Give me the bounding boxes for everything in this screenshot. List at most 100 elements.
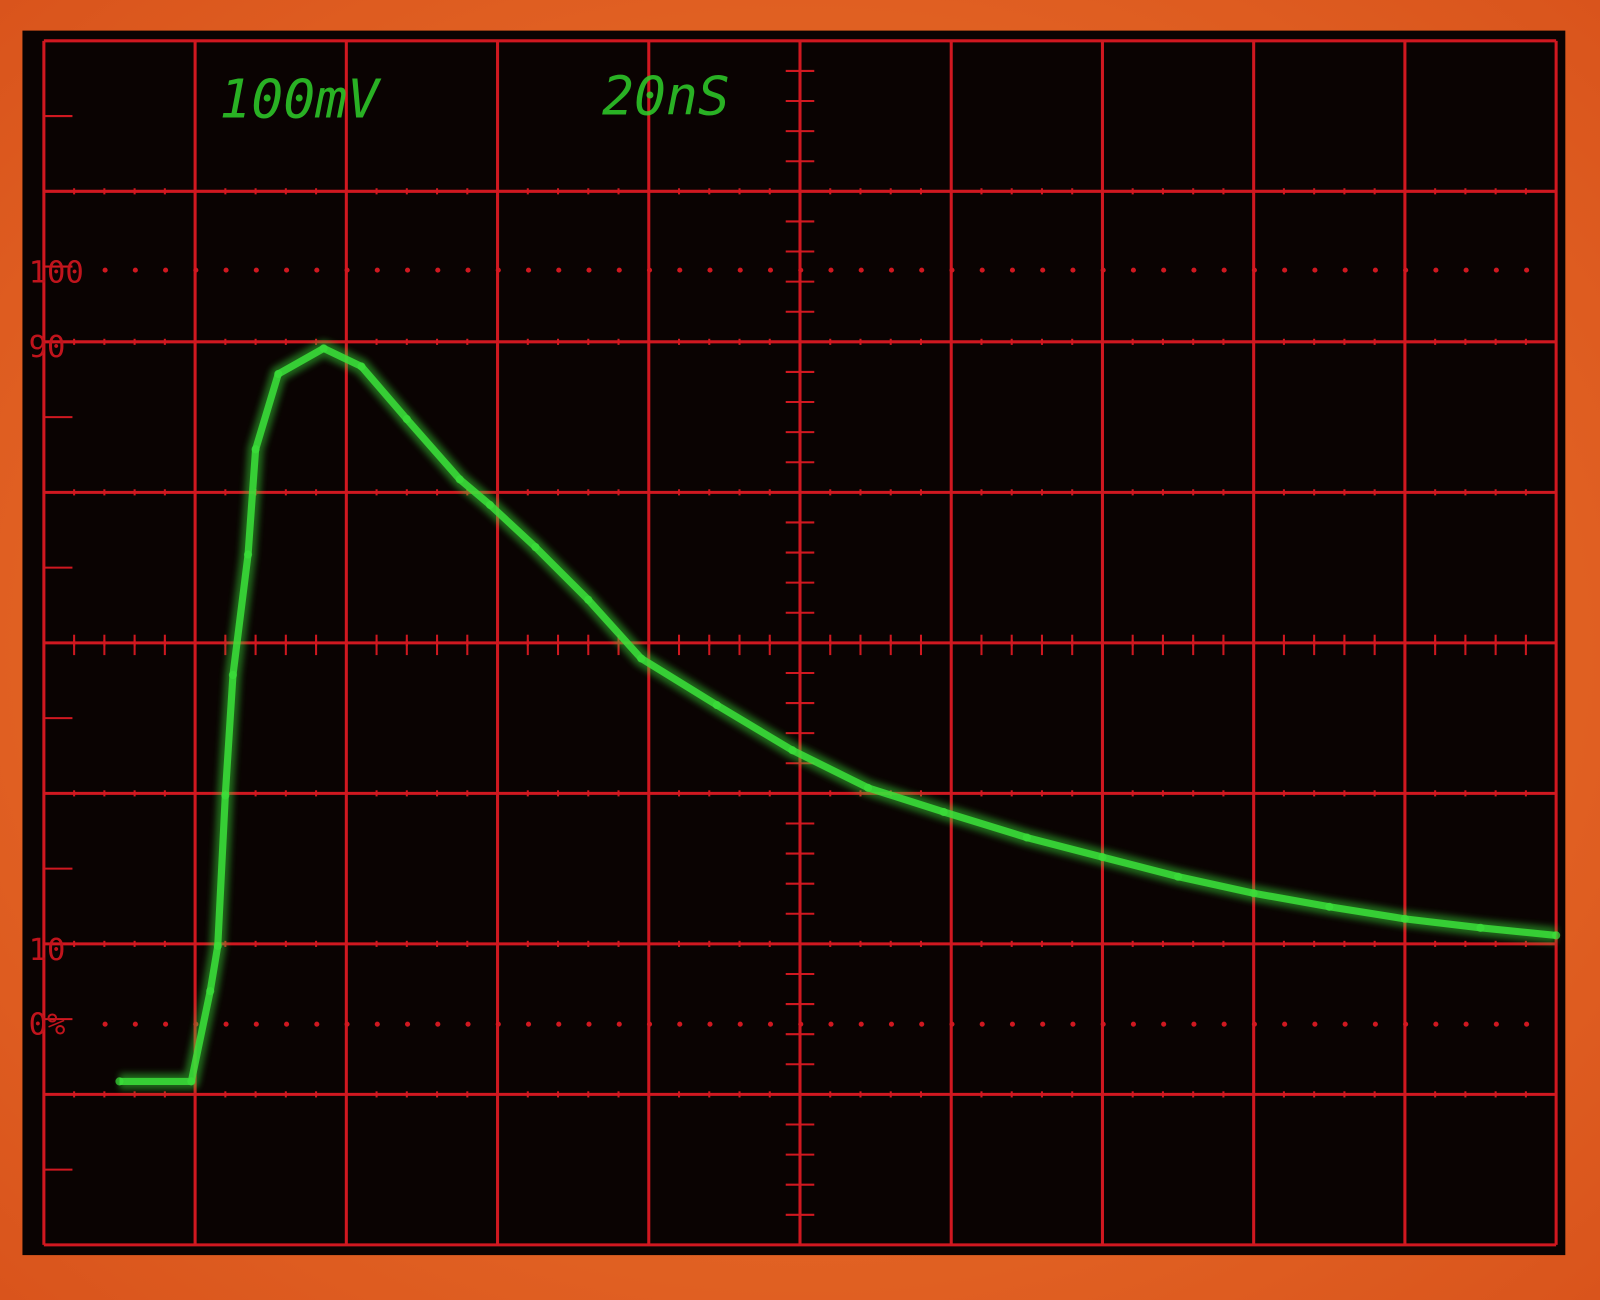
waveform-point xyxy=(187,1077,196,1086)
dotted-marker xyxy=(1221,267,1227,273)
dotted-marker xyxy=(223,267,229,273)
dotted-marker xyxy=(163,1021,169,1027)
waveform-point xyxy=(712,701,721,710)
label-0-percent: 0% xyxy=(29,1008,66,1043)
dotted-marker xyxy=(132,1021,138,1027)
waveform-point xyxy=(402,415,411,424)
waveform-point xyxy=(863,783,873,792)
dotted-marker xyxy=(798,1021,804,1027)
waveform-point xyxy=(1249,889,1258,898)
dotted-marker xyxy=(1493,267,1499,273)
volts-per-div-readout: 100mV xyxy=(219,68,382,130)
dotted-marker xyxy=(828,267,834,273)
dotted-marker xyxy=(1282,267,1288,273)
dotted-marker xyxy=(1040,267,1046,273)
label-90-percent: 90 xyxy=(29,330,66,365)
waveform-point xyxy=(788,746,797,755)
dotted-marker xyxy=(1191,1021,1197,1027)
label-10-percent: 10 xyxy=(29,933,66,968)
dotted-marker xyxy=(1342,267,1348,273)
dotted-marker xyxy=(646,1021,653,1027)
waveform-point xyxy=(213,941,222,950)
dotted-marker xyxy=(284,267,290,273)
dotted-marker xyxy=(677,267,683,273)
dotted-marker xyxy=(374,267,380,273)
label-100-percent: 100 xyxy=(29,256,84,291)
waveform-point xyxy=(243,550,253,559)
dotted-marker xyxy=(163,267,169,273)
waveform-point xyxy=(1098,853,1107,862)
time-per-div-readout: 20nS xyxy=(602,65,730,127)
dotted-marker xyxy=(1009,1021,1015,1027)
dotted-marker xyxy=(1463,267,1469,273)
dotted-marker xyxy=(767,267,774,273)
waveform-point xyxy=(115,1077,124,1086)
dotted-marker xyxy=(1433,1021,1439,1027)
dotted-marker xyxy=(525,267,532,273)
dotted-marker xyxy=(1070,267,1076,273)
dotted-marker xyxy=(253,1021,259,1027)
dotted-marker xyxy=(919,267,925,273)
dotted-marker xyxy=(284,1021,290,1027)
waveform-point xyxy=(274,369,283,379)
dotted-marker xyxy=(919,1021,925,1027)
dotted-marker xyxy=(858,267,864,273)
dotted-marker xyxy=(888,267,895,273)
dotted-marker xyxy=(1433,267,1439,273)
dotted-marker xyxy=(1403,267,1409,273)
dotted-marker xyxy=(798,267,804,273)
dotted-marker xyxy=(193,267,199,273)
dotted-marker xyxy=(1130,1021,1136,1027)
dotted-marker xyxy=(465,267,471,273)
dotted-marker xyxy=(828,1021,834,1027)
dotted-marker xyxy=(1493,1021,1499,1027)
dotted-marker xyxy=(344,267,350,273)
waveform-point xyxy=(584,595,593,604)
dotted-marker xyxy=(1403,1021,1409,1027)
dotted-marker xyxy=(1251,267,1257,273)
dotted-marker xyxy=(556,267,562,273)
dotted-marker xyxy=(949,267,955,273)
dotted-marker xyxy=(374,1021,380,1027)
dotted-marker xyxy=(888,1021,895,1027)
dotted-marker xyxy=(1191,267,1197,273)
dotted-marker xyxy=(858,1021,864,1027)
dotted-marker xyxy=(1372,267,1378,273)
waveform-point xyxy=(228,670,237,680)
dotted-marker xyxy=(616,267,622,273)
dotted-marker xyxy=(465,1021,471,1027)
dotted-marker xyxy=(495,1021,501,1027)
waveform-point xyxy=(1022,833,1031,842)
waveform-point xyxy=(357,362,366,371)
dotted-marker xyxy=(1009,267,1015,273)
dotted-marker xyxy=(556,1021,562,1027)
waveform-point xyxy=(637,654,646,663)
dotted-marker xyxy=(314,267,320,273)
waveform-point xyxy=(455,475,464,484)
dotted-marker xyxy=(314,1021,320,1027)
dotted-marker xyxy=(737,1021,743,1027)
dotted-marker xyxy=(1524,1021,1530,1027)
dotted-marker xyxy=(344,1021,350,1027)
waveform-point xyxy=(1476,923,1485,932)
dotted-marker xyxy=(435,267,441,273)
dotted-marker xyxy=(102,1021,108,1027)
dotted-marker xyxy=(525,1021,532,1027)
dotted-marker xyxy=(223,1021,229,1027)
dotted-marker xyxy=(979,267,985,273)
dotted-marker xyxy=(767,1021,774,1027)
dotted-marker xyxy=(102,267,108,273)
dotted-marker xyxy=(586,267,592,273)
dotted-marker xyxy=(1070,1021,1076,1027)
dotted-marker xyxy=(1221,1021,1227,1027)
dotted-marker xyxy=(1372,1021,1378,1027)
dotted-marker xyxy=(616,1021,622,1027)
dotted-marker xyxy=(707,267,713,273)
waveform-point xyxy=(485,500,495,510)
dotted-marker xyxy=(1100,267,1106,273)
dotted-marker xyxy=(1161,267,1167,273)
waveform-point xyxy=(531,542,540,552)
dotted-marker xyxy=(495,267,501,273)
